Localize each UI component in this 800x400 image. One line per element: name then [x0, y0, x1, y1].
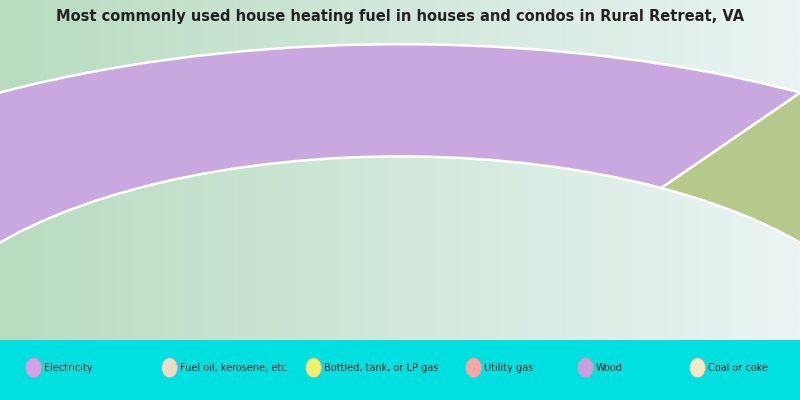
Text: Wood: Wood	[596, 363, 623, 373]
Text: Fuel oil, kerosene, etc.: Fuel oil, kerosene, etc.	[180, 363, 290, 373]
Text: Coal or coke: Coal or coke	[708, 363, 768, 373]
Ellipse shape	[578, 358, 594, 378]
Text: Electricity: Electricity	[44, 363, 93, 373]
Wedge shape	[0, 44, 800, 367]
Ellipse shape	[162, 358, 178, 378]
Wedge shape	[662, 93, 800, 252]
Text: Utility gas: Utility gas	[484, 363, 534, 373]
Ellipse shape	[26, 358, 42, 378]
Ellipse shape	[306, 358, 322, 378]
Ellipse shape	[690, 358, 706, 378]
Text: Most commonly used house heating fuel in houses and condos in Rural Retreat, VA: Most commonly used house heating fuel in…	[56, 9, 744, 24]
Ellipse shape	[466, 358, 482, 378]
Text: Bottled, tank, or LP gas: Bottled, tank, or LP gas	[324, 363, 438, 373]
